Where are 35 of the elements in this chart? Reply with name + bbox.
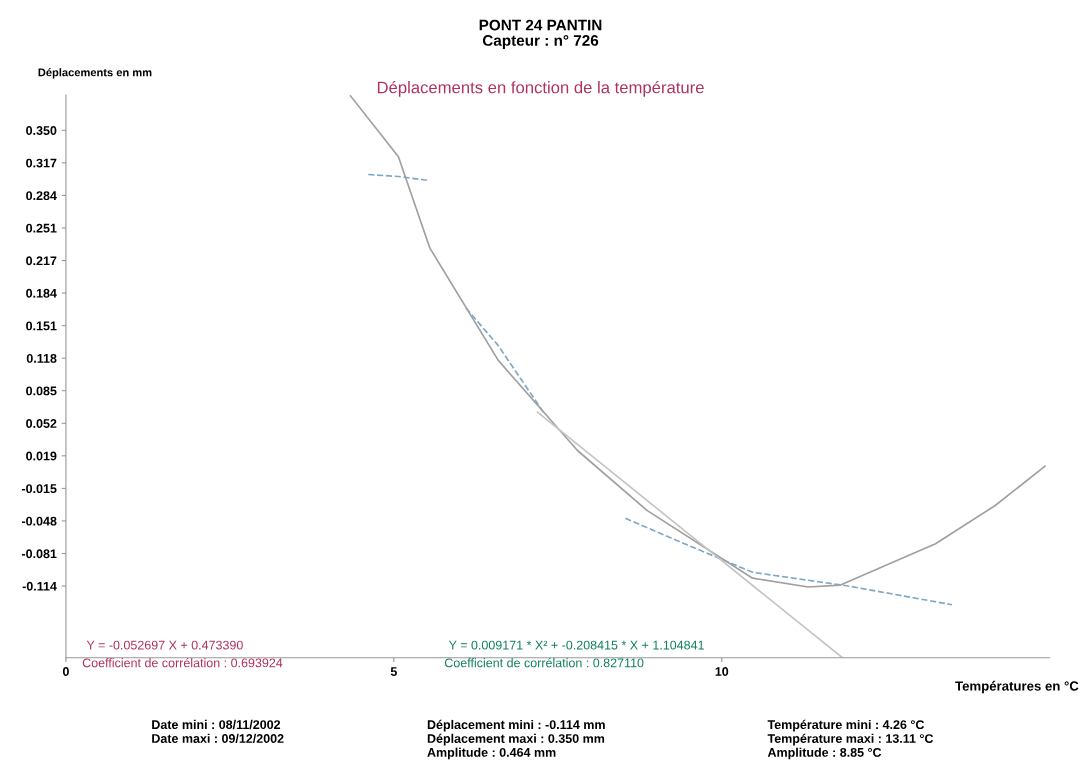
x-tick-label: 5 (390, 667, 397, 676)
y-tick-label: 0.118 (26, 353, 57, 363)
y-tick-label: -0.081 (21, 549, 57, 559)
text: Coefficient de corrélation : 0.693924 (82, 657, 283, 668)
y-tick-label: 0.217 (26, 256, 57, 266)
text: Déplacement maxi : 0.350 mm (427, 733, 605, 746)
y-tick-label: 0.184 (26, 288, 57, 298)
text: Déplacement mini : -0.114 mm (427, 719, 605, 732)
y-tick-label: -0.048 (21, 516, 57, 526)
y-tick-label: 0.085 (26, 386, 57, 396)
text: Amplitude : 8.85 °C (767, 747, 882, 760)
y-axis-title: Déplacements en mm (38, 68, 152, 79)
y-tick-label: 0.350 (26, 126, 57, 135)
y-tick-label: -0.015 (21, 484, 57, 494)
y-tick-label: 0.251 (26, 223, 57, 233)
text: Température maxi : 13.11 °C (767, 733, 934, 746)
text: Amplitude : 0.464 mm (427, 747, 556, 760)
y-tick-label: 0.317 (26, 158, 57, 168)
x-axis-title: Températures en °C (955, 680, 1079, 694)
text: Date mini : 08/11/2002 (152, 719, 281, 730)
annotation: Y = 0.009171 * X² + -0.208415 * X + 1.104841 (448, 640, 704, 650)
line-series (349, 95, 1046, 588)
y-tick-label: -0.114 (22, 581, 57, 591)
y-tick-label: 0.284 (26, 191, 57, 201)
y-tick-label: 0.019 (26, 451, 57, 461)
chart-title: PONT 24 PANTIN Capteur : n° 726 (479, 19, 602, 49)
annotation: Y = -0.052697 X + 0.473390 (86, 640, 243, 650)
chart-subtitle: Déplacements en fonction de la température (377, 80, 704, 97)
text: Date maxi : 09/12/2002 (152, 733, 284, 744)
y-tick-label: 0.052 (26, 419, 57, 428)
y-tick-label: 0.151 (26, 321, 57, 331)
text: Température mini : 4.26 °C (767, 719, 925, 732)
x-tick-label: 10 (715, 667, 729, 676)
x-tick-label: 0 (62, 667, 69, 676)
text: Coefficient de corrélation : 0.827110 (444, 657, 644, 668)
